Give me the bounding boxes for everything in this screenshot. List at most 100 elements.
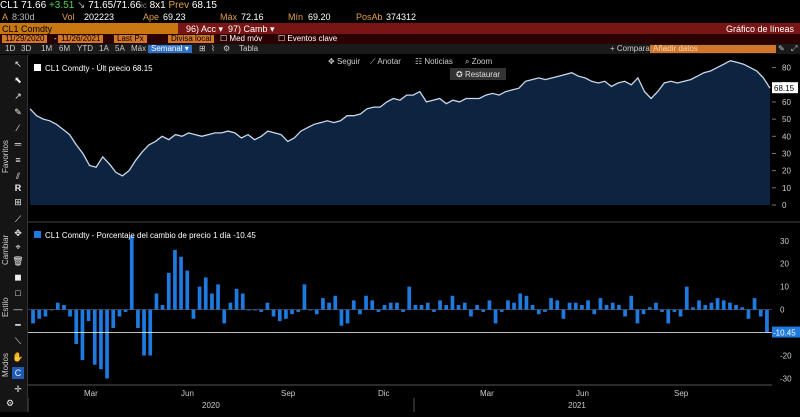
- change-bar: [284, 309, 288, 319]
- zoom-button[interactable]: ⌕ Zoom: [465, 57, 492, 66]
- change-bar: [129, 236, 134, 310]
- magnet-icon[interactable]: C: [12, 367, 24, 379]
- pencil-icon[interactable]: ✎: [14, 107, 22, 117]
- restore-button[interactable]: [450, 68, 506, 80]
- follow-button[interactable]: ✥ Seguir: [328, 57, 360, 66]
- price-panel[interactable]: 01020304050607080 CL1 Comdty - Últ preci…: [28, 55, 798, 219]
- ruler-icon[interactable]: ⟋: [14, 214, 22, 224]
- hline-icon[interactable]: ═: [14, 139, 22, 149]
- x-month-label: Mar: [84, 389, 98, 398]
- change-last-tag: -10.45: [773, 329, 796, 338]
- period-1m[interactable]: 1M: [41, 44, 53, 53]
- camb-menu[interactable]: 97) Camb ▾: [228, 24, 275, 34]
- period-1d[interactable]: 1D: [5, 44, 16, 53]
- table-button[interactable]: Tabla: [239, 44, 259, 53]
- change-bar: [555, 300, 560, 310]
- period-weekly-dropdown[interactable]: Semanal ▾: [148, 45, 192, 53]
- security-field[interactable]: CL1 Comdty: [2, 24, 53, 34]
- events-toggle[interactable]: ☐ Eventos clave: [278, 34, 338, 43]
- move-icon[interactable]: ✥: [14, 228, 22, 238]
- chart-actions: ✥ Seguir ⟋ Anotar ☷ Noticias ⌕ Zoom ✪ Re…: [328, 57, 506, 80]
- color-icon[interactable]: ◼: [14, 272, 22, 282]
- date-from-field[interactable]: 11/29/2020: [2, 35, 48, 43]
- square-icon[interactable]: □: [15, 288, 21, 298]
- change-bar: [62, 305, 66, 310]
- ticker[interactable]: CL1: [0, 0, 19, 11]
- period-3d[interactable]: 3D: [21, 44, 32, 53]
- change-bar: [43, 309, 48, 317]
- compare-button[interactable]: + Comparar: [610, 44, 653, 53]
- annotate-button[interactable]: ⟋ Anotar: [370, 57, 401, 66]
- change-bar: [166, 272, 171, 310]
- bid-ask: 71.65/71.66ic: [88, 0, 147, 11]
- last-price: 71.66: [21, 0, 47, 11]
- period-ytd[interactable]: YTD: [77, 44, 93, 53]
- channel-icon[interactable]: ≡: [15, 155, 21, 165]
- last-px-field[interactable]: Last Px: [114, 35, 147, 43]
- chart-area[interactable]: 01020304050607080 CL1 Comdty - Últ preci…: [27, 55, 800, 412]
- line-width-icon[interactable]: ━: [15, 320, 21, 330]
- change-bar: [271, 309, 276, 317]
- date-to-field[interactable]: 11/26/2021: [58, 35, 104, 43]
- change-bar: [419, 305, 424, 310]
- pointer-icon[interactable]: ⬉: [14, 75, 22, 85]
- add-data-field[interactable]: Añadir datos: [650, 45, 776, 53]
- low-label: Mín: [288, 12, 304, 22]
- change-bar: [339, 309, 344, 326]
- expand-icon[interactable]: ⤢: [791, 44, 798, 53]
- open-label: Ape: [143, 12, 160, 22]
- change-bar: [111, 309, 116, 328]
- period-5a[interactable]: 5A: [115, 44, 125, 53]
- news-button[interactable]: ☷ Noticias: [415, 57, 453, 66]
- change-bar: [765, 309, 769, 333]
- zoom-in-icon[interactable]: ⊞: [199, 44, 206, 53]
- line-icon[interactable]: ⌇: [211, 44, 215, 53]
- change-bar: [721, 300, 726, 310]
- gear-icon[interactable]: ⚙: [5, 398, 15, 408]
- r-icon[interactable]: R: [14, 183, 22, 193]
- edit-icon[interactable]: ✎: [778, 44, 785, 53]
- brush-icon[interactable]: ∕: [17, 123, 19, 133]
- grid-icon[interactable]: ⊞: [14, 197, 22, 207]
- currency-field[interactable]: Divisa local: [168, 35, 215, 43]
- change-bar: [530, 305, 535, 310]
- change-bar: [210, 293, 214, 310]
- change-bar: [413, 305, 418, 310]
- x-month-label: Dic: [378, 389, 390, 398]
- trash-icon[interactable]: 🗑: [12, 256, 24, 266]
- change-bar: [86, 309, 91, 322]
- period-1a[interactable]: 1A: [99, 44, 109, 53]
- change-bar: [191, 309, 196, 319]
- price-y-tick: 20: [782, 167, 791, 176]
- diagonal-icon[interactable]: ⟍: [14, 336, 22, 346]
- line-style-icon[interactable]: ―: [13, 304, 23, 314]
- change-bar: [499, 309, 504, 312]
- change-bar: [438, 300, 442, 310]
- fib-icon[interactable]: ⫽: [15, 171, 20, 181]
- price-y-tick: 40: [782, 132, 791, 141]
- change-bar: [203, 277, 208, 310]
- period-max[interactable]: Máx: [131, 44, 147, 53]
- pin-icon[interactable]: ⌖: [15, 242, 21, 252]
- change-panel[interactable]: -30-20-100102030 CL1 Comdty - Porcentaje…: [28, 231, 800, 383]
- period-6m[interactable]: 6M: [59, 44, 71, 53]
- change-bar: [370, 300, 375, 310]
- change-bar: [697, 300, 701, 310]
- change-bar: [425, 302, 430, 310]
- change-legend: CL1 Comdty - Porcentaje del cambio de pr…: [45, 231, 256, 240]
- change-bar: [666, 309, 671, 324]
- x-year-label: 2020: [202, 401, 220, 410]
- change-bar: [74, 309, 79, 344]
- change-y-tick: 20: [780, 260, 789, 269]
- x-month-label: Sep: [674, 389, 689, 398]
- acc-menu[interactable]: 96) Acc ▾: [186, 24, 224, 34]
- price-y-tick: 50: [782, 115, 791, 124]
- cursor-icon[interactable]: ↖: [14, 59, 22, 69]
- settings-icon[interactable]: ⚙: [223, 44, 231, 53]
- change-bar: [321, 298, 325, 310]
- chart-svg[interactable]: 01020304050607080 CL1 Comdty - Últ preci…: [27, 55, 800, 412]
- cross-icon[interactable]: ✛: [14, 384, 22, 394]
- med-mov-toggle[interactable]: ☐ Med móv: [220, 34, 263, 43]
- hand-icon[interactable]: ✋: [12, 352, 24, 362]
- trendline-icon[interactable]: ↗: [14, 91, 22, 101]
